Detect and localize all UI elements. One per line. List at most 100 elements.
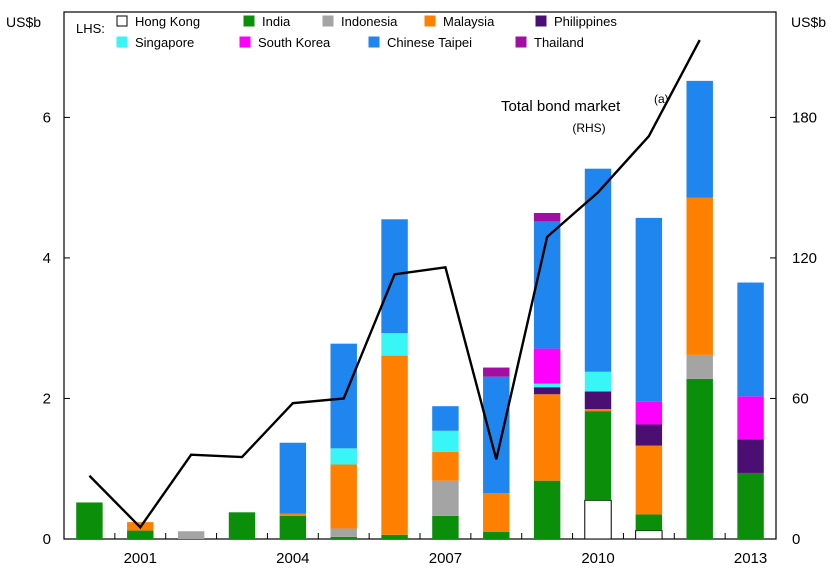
x-axis: 2001 2004 2007 2010 2013 xyxy=(63,533,777,567)
legend-label: Singapore xyxy=(135,35,194,50)
bar-segment-india xyxy=(584,411,612,501)
bar-segment-thailand xyxy=(483,367,510,377)
bar-segment-chinese-taipei xyxy=(279,442,307,514)
bar-segment-india xyxy=(483,531,510,539)
bar-segment-india xyxy=(228,512,256,539)
right-axis-unit-label: US$b xyxy=(791,14,826,30)
bar-segment-india xyxy=(76,502,103,539)
legend-prefix: LHS: xyxy=(76,21,105,36)
bar-segment-south-korea xyxy=(635,401,663,425)
right-axis-tick-label: 0 xyxy=(792,531,800,548)
legend-swatch xyxy=(239,36,251,48)
bar-segment-singapore xyxy=(584,371,612,392)
legend-label: Indonesia xyxy=(341,14,398,29)
bar-segment-hong-kong xyxy=(635,530,663,540)
left-axis: 0 2 4 6 xyxy=(43,109,70,548)
x-axis-tick-label: 2004 xyxy=(276,550,309,567)
bar-segment-indonesia xyxy=(177,531,205,539)
bar-segment-india xyxy=(686,378,713,539)
legend-item-thailand: Thailand xyxy=(515,35,584,50)
legend-label: Philippines xyxy=(554,14,617,29)
bar-segment-malaysia xyxy=(635,445,663,515)
bar-segment-singapore xyxy=(432,430,459,452)
legend-label: South Korea xyxy=(258,35,331,50)
bar-segment-india xyxy=(533,480,561,539)
bar-segment-india xyxy=(127,530,154,539)
line-annotation-main: Total bond market xyxy=(501,98,621,115)
bar-segment-singapore xyxy=(381,333,408,356)
bar-segment-chinese-taipei xyxy=(584,168,612,372)
line-annotation-superscript: (a) xyxy=(654,92,669,106)
legend-label: Hong Kong xyxy=(135,14,200,29)
legend-item-chinese-taipei: Chinese Taipei xyxy=(368,35,472,50)
bar-segment-india xyxy=(381,534,408,539)
legend-swatch xyxy=(322,15,334,27)
bar-segment-philippines xyxy=(635,424,663,446)
bar-segment-malaysia xyxy=(584,409,612,412)
bar-segment-indonesia xyxy=(432,480,459,516)
bar-segment-south-korea xyxy=(533,348,561,384)
legend-swatch xyxy=(243,15,255,27)
legend-item-indonesia: Indonesia xyxy=(322,14,398,29)
bar-segment-chinese-taipei xyxy=(635,217,663,402)
bar-segment-philippines xyxy=(533,387,561,395)
bar-segment-india xyxy=(330,536,357,539)
bar-segment-singapore xyxy=(533,383,561,388)
right-axis-tick-label: 180 xyxy=(792,109,817,126)
left-axis-tick-label: 0 xyxy=(43,531,51,548)
x-axis-tick-label: 2001 xyxy=(124,550,157,567)
left-axis-tick-label: 6 xyxy=(43,109,51,126)
legend-item-india: India xyxy=(243,14,291,29)
left-axis-tick-label: 2 xyxy=(43,390,51,407)
bar-segment-malaysia xyxy=(533,394,561,481)
bar-segment-hong-kong xyxy=(584,499,612,540)
bar-segment-india xyxy=(737,472,764,539)
legend-swatch xyxy=(116,15,128,27)
bar-segment-indonesia xyxy=(330,528,357,537)
legend-swatch xyxy=(116,36,128,48)
bar-segment-chinese-taipei xyxy=(737,282,764,397)
bar-segment-chinese-taipei xyxy=(483,376,510,494)
bar-segment-india xyxy=(432,515,459,539)
legend-label: Malaysia xyxy=(443,14,495,29)
bar-segment-singapore xyxy=(330,448,357,465)
bar-segment-malaysia xyxy=(330,464,357,529)
legend-label: Thailand xyxy=(534,35,584,50)
x-axis-tick-label: 2010 xyxy=(581,550,614,567)
bar-segment-philippines xyxy=(737,439,764,473)
bar-segment-chinese-taipei xyxy=(686,80,713,198)
legend-item-malaysia: Malaysia xyxy=(424,14,495,29)
x-axis-tick-label: 2007 xyxy=(429,550,462,567)
legend-swatch xyxy=(535,15,547,27)
bar-segment-philippines xyxy=(584,391,612,410)
bar-segment-india xyxy=(279,515,307,539)
total-bond-market-line xyxy=(88,39,701,530)
legend-item-singapore: Singapore xyxy=(116,35,194,50)
bar-segment-indonesia xyxy=(686,354,713,379)
left-axis-unit-label: US$b xyxy=(6,14,41,30)
bar-segment-malaysia xyxy=(279,513,307,516)
x-axis-tick-label: 2013 xyxy=(734,550,767,567)
bar-segment-chinese-taipei xyxy=(533,221,561,349)
bar-segment-thailand xyxy=(533,212,561,222)
legend-item-hong-kong: Hong Kong xyxy=(116,14,200,29)
bar-segment-malaysia xyxy=(432,451,459,481)
bar-segment-malaysia xyxy=(483,493,510,532)
line-annotation-sub: (RHS) xyxy=(572,121,605,135)
total-bond-market-path xyxy=(88,39,701,530)
stacked-bars xyxy=(76,80,764,540)
legend-swatch xyxy=(368,36,380,48)
legend-swatch xyxy=(515,36,527,48)
bar-segment-malaysia xyxy=(381,355,408,535)
bar-segment-chinese-taipei xyxy=(432,406,459,431)
legend-item-south-korea: South Korea xyxy=(239,35,331,50)
legend-swatch xyxy=(424,15,436,27)
right-axis-tick-label: 120 xyxy=(792,250,817,267)
legend-label: Chinese Taipei xyxy=(387,35,472,50)
left-axis-tick-label: 4 xyxy=(43,250,51,267)
right-axis-tick-label: 60 xyxy=(792,390,809,407)
bar-segment-malaysia xyxy=(686,197,713,355)
legend-label: India xyxy=(262,14,291,29)
